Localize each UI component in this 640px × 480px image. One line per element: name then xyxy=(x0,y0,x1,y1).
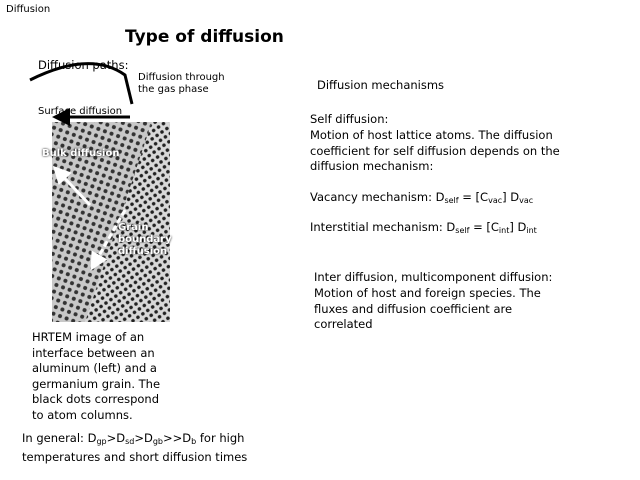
title: Type of diffusion xyxy=(125,27,284,47)
subscript: int xyxy=(526,226,537,235)
surface-label: Surface diffusion xyxy=(38,106,123,117)
formula-text: In general: D xyxy=(22,431,97,445)
formula-text: >D xyxy=(106,431,126,445)
germanium-lattice xyxy=(85,122,170,322)
grain-label: Grain boundary diffusion xyxy=(118,222,172,257)
formula-text: Interstitial mechanism: D xyxy=(310,220,456,234)
grain-arrow xyxy=(90,209,127,271)
inter-heading: Inter diffusion, multicomponent diffusio… xyxy=(314,270,553,284)
subscript: vac xyxy=(488,196,503,205)
mechanisms-heading: Diffusion mechanisms xyxy=(317,78,445,92)
vacancy: Vacancy mechanism: Dself = [Cvac] Dvac xyxy=(310,190,533,209)
subscript: self xyxy=(455,226,470,235)
aluminum-lattice xyxy=(52,122,152,322)
gas-path xyxy=(29,62,134,105)
formula-text: for high temperatures and short diffusio… xyxy=(22,431,248,464)
subscript: b xyxy=(191,437,197,446)
formula-text: Vacancy mechanism: D xyxy=(310,190,445,204)
interstitial: Interstitial mechanism: Dself = [Cint] D… xyxy=(310,220,537,239)
subscript: sd xyxy=(125,437,135,446)
subscript: self xyxy=(444,196,459,205)
formula-text: ] D xyxy=(509,220,527,234)
gas-label: Diffusion through the gas phase xyxy=(138,72,225,95)
formula-text: = [C xyxy=(469,220,499,234)
inter-text: Motion of host and foreign species. The … xyxy=(314,286,541,331)
header: Diffusion xyxy=(6,4,51,15)
self-text: Motion of host lattice atoms. The diffus… xyxy=(310,128,560,173)
caption: HRTEM image of an interface between an a… xyxy=(32,330,161,422)
self-heading: Self diffusion: xyxy=(310,112,389,126)
formula-text: ] D xyxy=(502,190,520,204)
bulk-label: Bulk diffusion xyxy=(42,148,120,159)
bulk-arrow xyxy=(52,165,92,207)
subscript: vac xyxy=(519,196,534,205)
formula-text: >D xyxy=(134,431,153,445)
general: In general: Dgp>Dsd>Dgb>>Db for high tem… xyxy=(22,431,272,465)
subscript: gb xyxy=(152,437,163,446)
formula-text: = [C xyxy=(458,190,489,204)
formula-text: >>D xyxy=(163,431,192,445)
subscript: gp xyxy=(96,437,107,446)
subscript: int xyxy=(498,226,510,235)
